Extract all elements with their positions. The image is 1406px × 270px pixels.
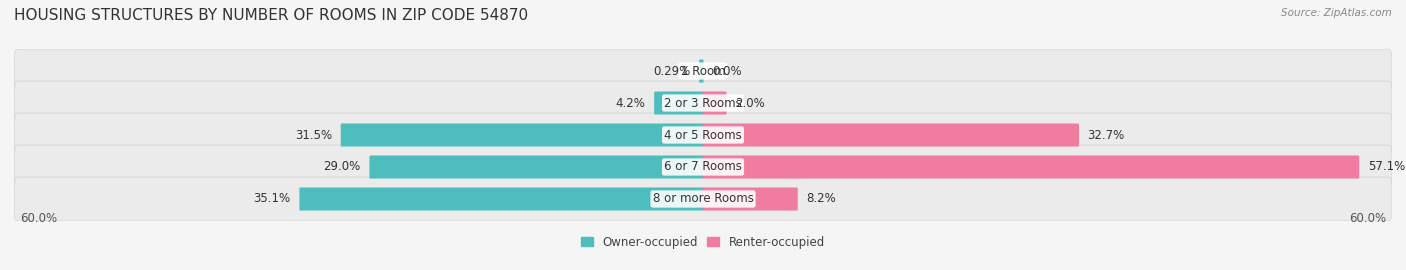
FancyBboxPatch shape bbox=[703, 92, 727, 114]
Text: 2 or 3 Rooms: 2 or 3 Rooms bbox=[664, 96, 742, 110]
Text: 8 or more Rooms: 8 or more Rooms bbox=[652, 193, 754, 205]
FancyBboxPatch shape bbox=[703, 156, 1360, 178]
Text: 4.2%: 4.2% bbox=[616, 96, 645, 110]
Text: 31.5%: 31.5% bbox=[295, 129, 332, 141]
Text: 32.7%: 32.7% bbox=[1088, 129, 1125, 141]
FancyBboxPatch shape bbox=[654, 92, 703, 114]
FancyBboxPatch shape bbox=[14, 81, 1392, 125]
FancyBboxPatch shape bbox=[14, 145, 1392, 189]
FancyBboxPatch shape bbox=[703, 187, 797, 211]
Text: 8.2%: 8.2% bbox=[807, 193, 837, 205]
Text: 2.0%: 2.0% bbox=[735, 96, 765, 110]
Text: 60.0%: 60.0% bbox=[20, 212, 56, 225]
Text: 35.1%: 35.1% bbox=[253, 193, 291, 205]
Text: HOUSING STRUCTURES BY NUMBER OF ROOMS IN ZIP CODE 54870: HOUSING STRUCTURES BY NUMBER OF ROOMS IN… bbox=[14, 8, 529, 23]
FancyBboxPatch shape bbox=[14, 49, 1392, 93]
Text: 0.29%: 0.29% bbox=[654, 65, 690, 77]
FancyBboxPatch shape bbox=[370, 156, 703, 178]
Text: 6 or 7 Rooms: 6 or 7 Rooms bbox=[664, 160, 742, 174]
Text: 57.1%: 57.1% bbox=[1368, 160, 1405, 174]
Text: 1 Room: 1 Room bbox=[681, 65, 725, 77]
FancyBboxPatch shape bbox=[14, 177, 1392, 221]
Text: 60.0%: 60.0% bbox=[1350, 212, 1386, 225]
Text: 0.0%: 0.0% bbox=[713, 65, 742, 77]
Text: Source: ZipAtlas.com: Source: ZipAtlas.com bbox=[1281, 8, 1392, 18]
FancyBboxPatch shape bbox=[699, 59, 703, 83]
FancyBboxPatch shape bbox=[14, 113, 1392, 157]
FancyBboxPatch shape bbox=[299, 187, 703, 211]
Text: 4 or 5 Rooms: 4 or 5 Rooms bbox=[664, 129, 742, 141]
FancyBboxPatch shape bbox=[340, 123, 703, 147]
FancyBboxPatch shape bbox=[703, 123, 1078, 147]
Text: 29.0%: 29.0% bbox=[323, 160, 361, 174]
Legend: Owner-occupied, Renter-occupied: Owner-occupied, Renter-occupied bbox=[576, 231, 830, 254]
